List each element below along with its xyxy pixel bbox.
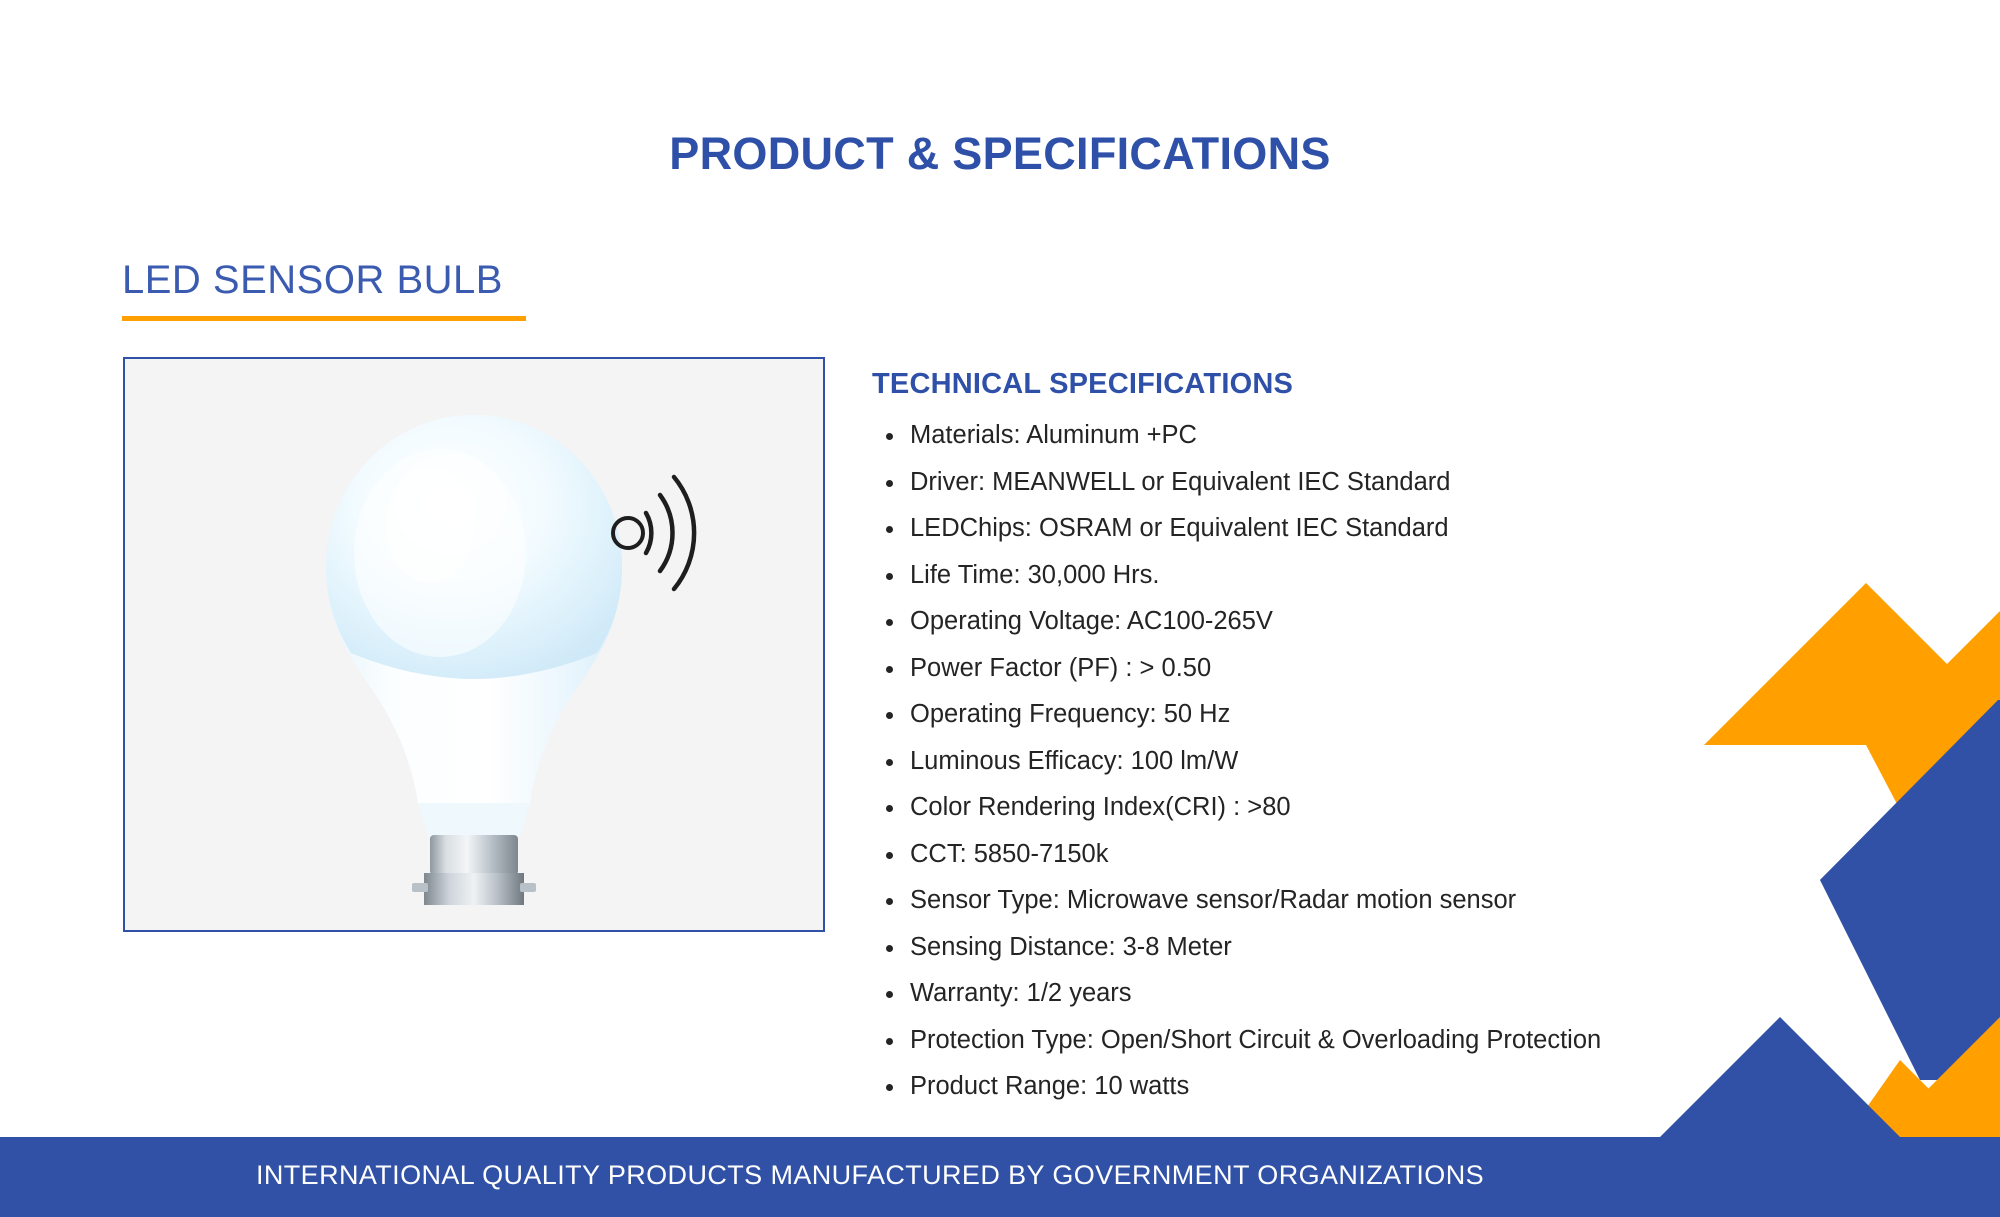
spec-item: CCT: 5850-7150k [872, 841, 1872, 868]
bayonet-pin-right [520, 882, 536, 892]
product-name-underline [122, 316, 526, 321]
page-title: PRODUCT & SPECIFICATIONS [669, 128, 1331, 179]
spec-item: Luminous Efficacy: 100 lm/W [872, 748, 1872, 775]
bulb-neck [418, 802, 530, 837]
spec-item: Materials: Aluminum +PC [872, 422, 1872, 449]
spec-item: Warranty: 1/2 years [872, 980, 1872, 1007]
product-image [125, 359, 823, 930]
spec-item: Operating Voltage: AC100-265V [872, 608, 1872, 635]
bulb-highlight-2 [386, 466, 474, 583]
spec-item: Operating Frequency: 50 Hz [872, 701, 1872, 728]
spec-item: Driver: MEANWELL or Equivalent IEC Stand… [872, 469, 1872, 496]
spec-item: Protection Type: Open/Short Circuit & Ov… [872, 1027, 1872, 1054]
product-heading-block: LED SENSOR BULB [122, 258, 526, 321]
led-bulb-illustration [326, 414, 697, 905]
bulb-cap-lower [424, 872, 524, 905]
product-name: LED SENSOR BULB [122, 258, 503, 302]
spec-item: Color Rendering Index(CRI) : >80 [872, 794, 1872, 821]
spec-item: Sensor Type: Microwave sensor/Radar moti… [872, 887, 1872, 914]
specs-heading: TECHNICAL SPECIFICATIONS [872, 368, 1294, 400]
spec-item: Life Time: 30,000 Hrs. [872, 562, 1872, 589]
wireless-signal-icon [611, 474, 697, 591]
bayonet-pin-left [412, 882, 428, 892]
orange-shape-top [1866, 611, 2000, 1000]
spec-item: Power Factor (PF) : > 0.50 [872, 655, 1872, 682]
spec-item: LEDChips: OSRAM or Equivalent IEC Standa… [872, 515, 1872, 542]
specs-list: Materials: Aluminum +PC Driver: MEANWELL… [872, 422, 1872, 1100]
footer-text: INTERNATIONAL QUALITY PRODUCTS MANUFACTU… [255, 1160, 1485, 1190]
bulb-cap-upper [430, 834, 518, 875]
technical-specifications-block: TECHNICAL SPECIFICATIONS Materials: Alum… [872, 368, 1872, 1121]
product-image-frame [123, 357, 825, 932]
spec-item: Product Range: 10 watts [872, 1073, 1872, 1100]
spec-item: Sensing Distance: 3-8 Meter [872, 934, 1872, 961]
